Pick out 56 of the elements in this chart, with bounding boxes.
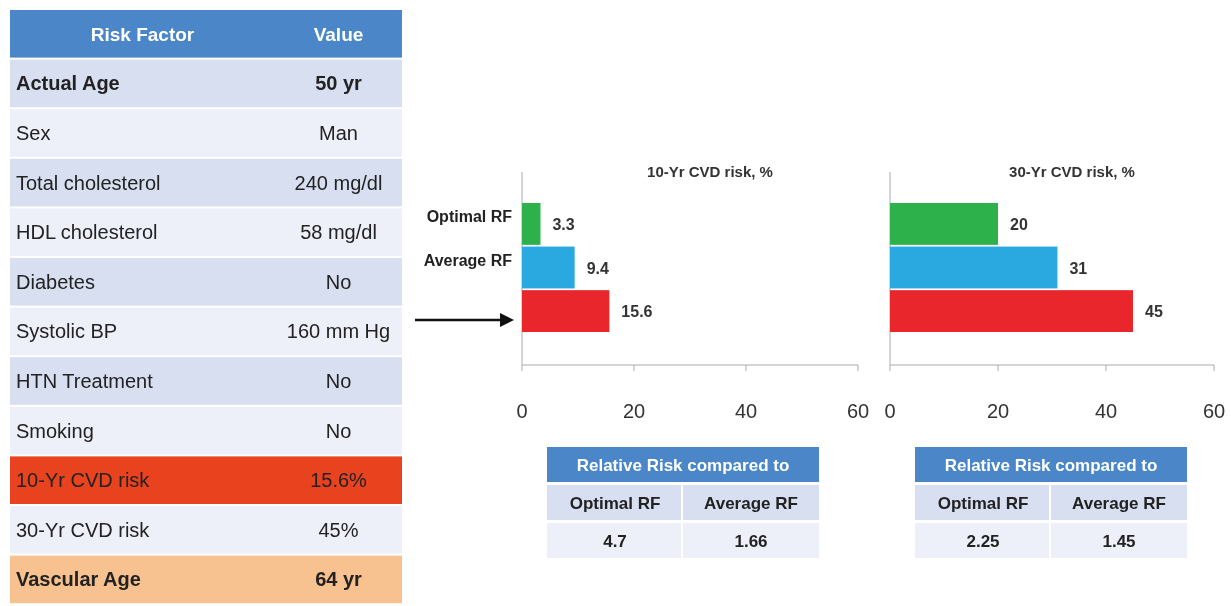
text: Optimal RF	[937, 494, 1029, 513]
text: 1.66	[734, 532, 768, 551]
text: 1.45	[1102, 532, 1136, 551]
x-tick-label: 0	[516, 400, 528, 422]
category-label: Sex	[16, 122, 51, 144]
x-tick-label: 20	[986, 400, 1010, 422]
category-label: HTN Treatment	[16, 370, 154, 392]
data-label: 9.4	[586, 259, 609, 277]
data-label: 31	[1069, 259, 1088, 277]
text: No	[325, 419, 352, 442]
bar	[522, 246, 575, 289]
x-tick-label: 40	[1094, 400, 1118, 422]
text: Relative Risk compared to	[944, 456, 1158, 475]
bar	[522, 290, 610, 332]
category-label: Total cholesterol	[16, 171, 161, 194]
chart-title: 30-Yr CVD risk, %	[1009, 163, 1135, 180]
text: 15.6%	[310, 469, 367, 492]
text: Average RF	[704, 494, 798, 513]
text: 2.25	[966, 532, 1000, 551]
category-label: 30-Yr CVD risk	[16, 518, 151, 541]
text: 58 mg/dl	[300, 221, 377, 244]
text: No	[325, 270, 352, 293]
x-tick-label: 0	[884, 400, 896, 422]
text: Relative Risk compared to	[576, 456, 790, 475]
data-label: 3.3	[552, 215, 575, 233]
bar	[522, 203, 541, 245]
chart-title: 10-Yr CVD risk, %	[647, 163, 773, 180]
category-label: Smoking	[16, 419, 94, 442]
text: 160 mm Hg	[286, 320, 391, 343]
x-tick-label: 40	[734, 400, 758, 422]
text: 4.7	[603, 532, 627, 551]
data-label: 15.6	[621, 303, 653, 321]
text: Man	[319, 122, 358, 144]
bar	[890, 246, 1058, 289]
text: 50 yr	[315, 72, 362, 95]
data-label: 20	[1010, 215, 1028, 233]
bar	[890, 203, 998, 245]
text: Optimal RF	[569, 494, 661, 513]
bar	[890, 290, 1133, 332]
text: 45%	[318, 518, 359, 541]
x-tick-label: 20	[622, 400, 646, 422]
category-label: Vascular Age	[16, 568, 141, 591]
text: Value	[313, 23, 364, 45]
x-tick-label: 60	[846, 400, 870, 422]
data-label: 45	[1145, 303, 1163, 321]
text: 240 mg/dl	[294, 171, 383, 194]
category-label: HDL cholesterol	[16, 221, 158, 244]
category-label: Systolic BP	[16, 320, 118, 343]
category-label: Actual Age	[16, 72, 120, 95]
category-label: Diabetes	[16, 270, 95, 293]
text: 64 yr	[315, 568, 362, 591]
text: Average RF	[1072, 494, 1166, 513]
text: Risk Factor	[90, 23, 195, 45]
category-label: 10-Yr CVD risk	[16, 469, 151, 492]
text: No	[325, 370, 352, 392]
x-tick-label: 60	[1202, 400, 1226, 422]
